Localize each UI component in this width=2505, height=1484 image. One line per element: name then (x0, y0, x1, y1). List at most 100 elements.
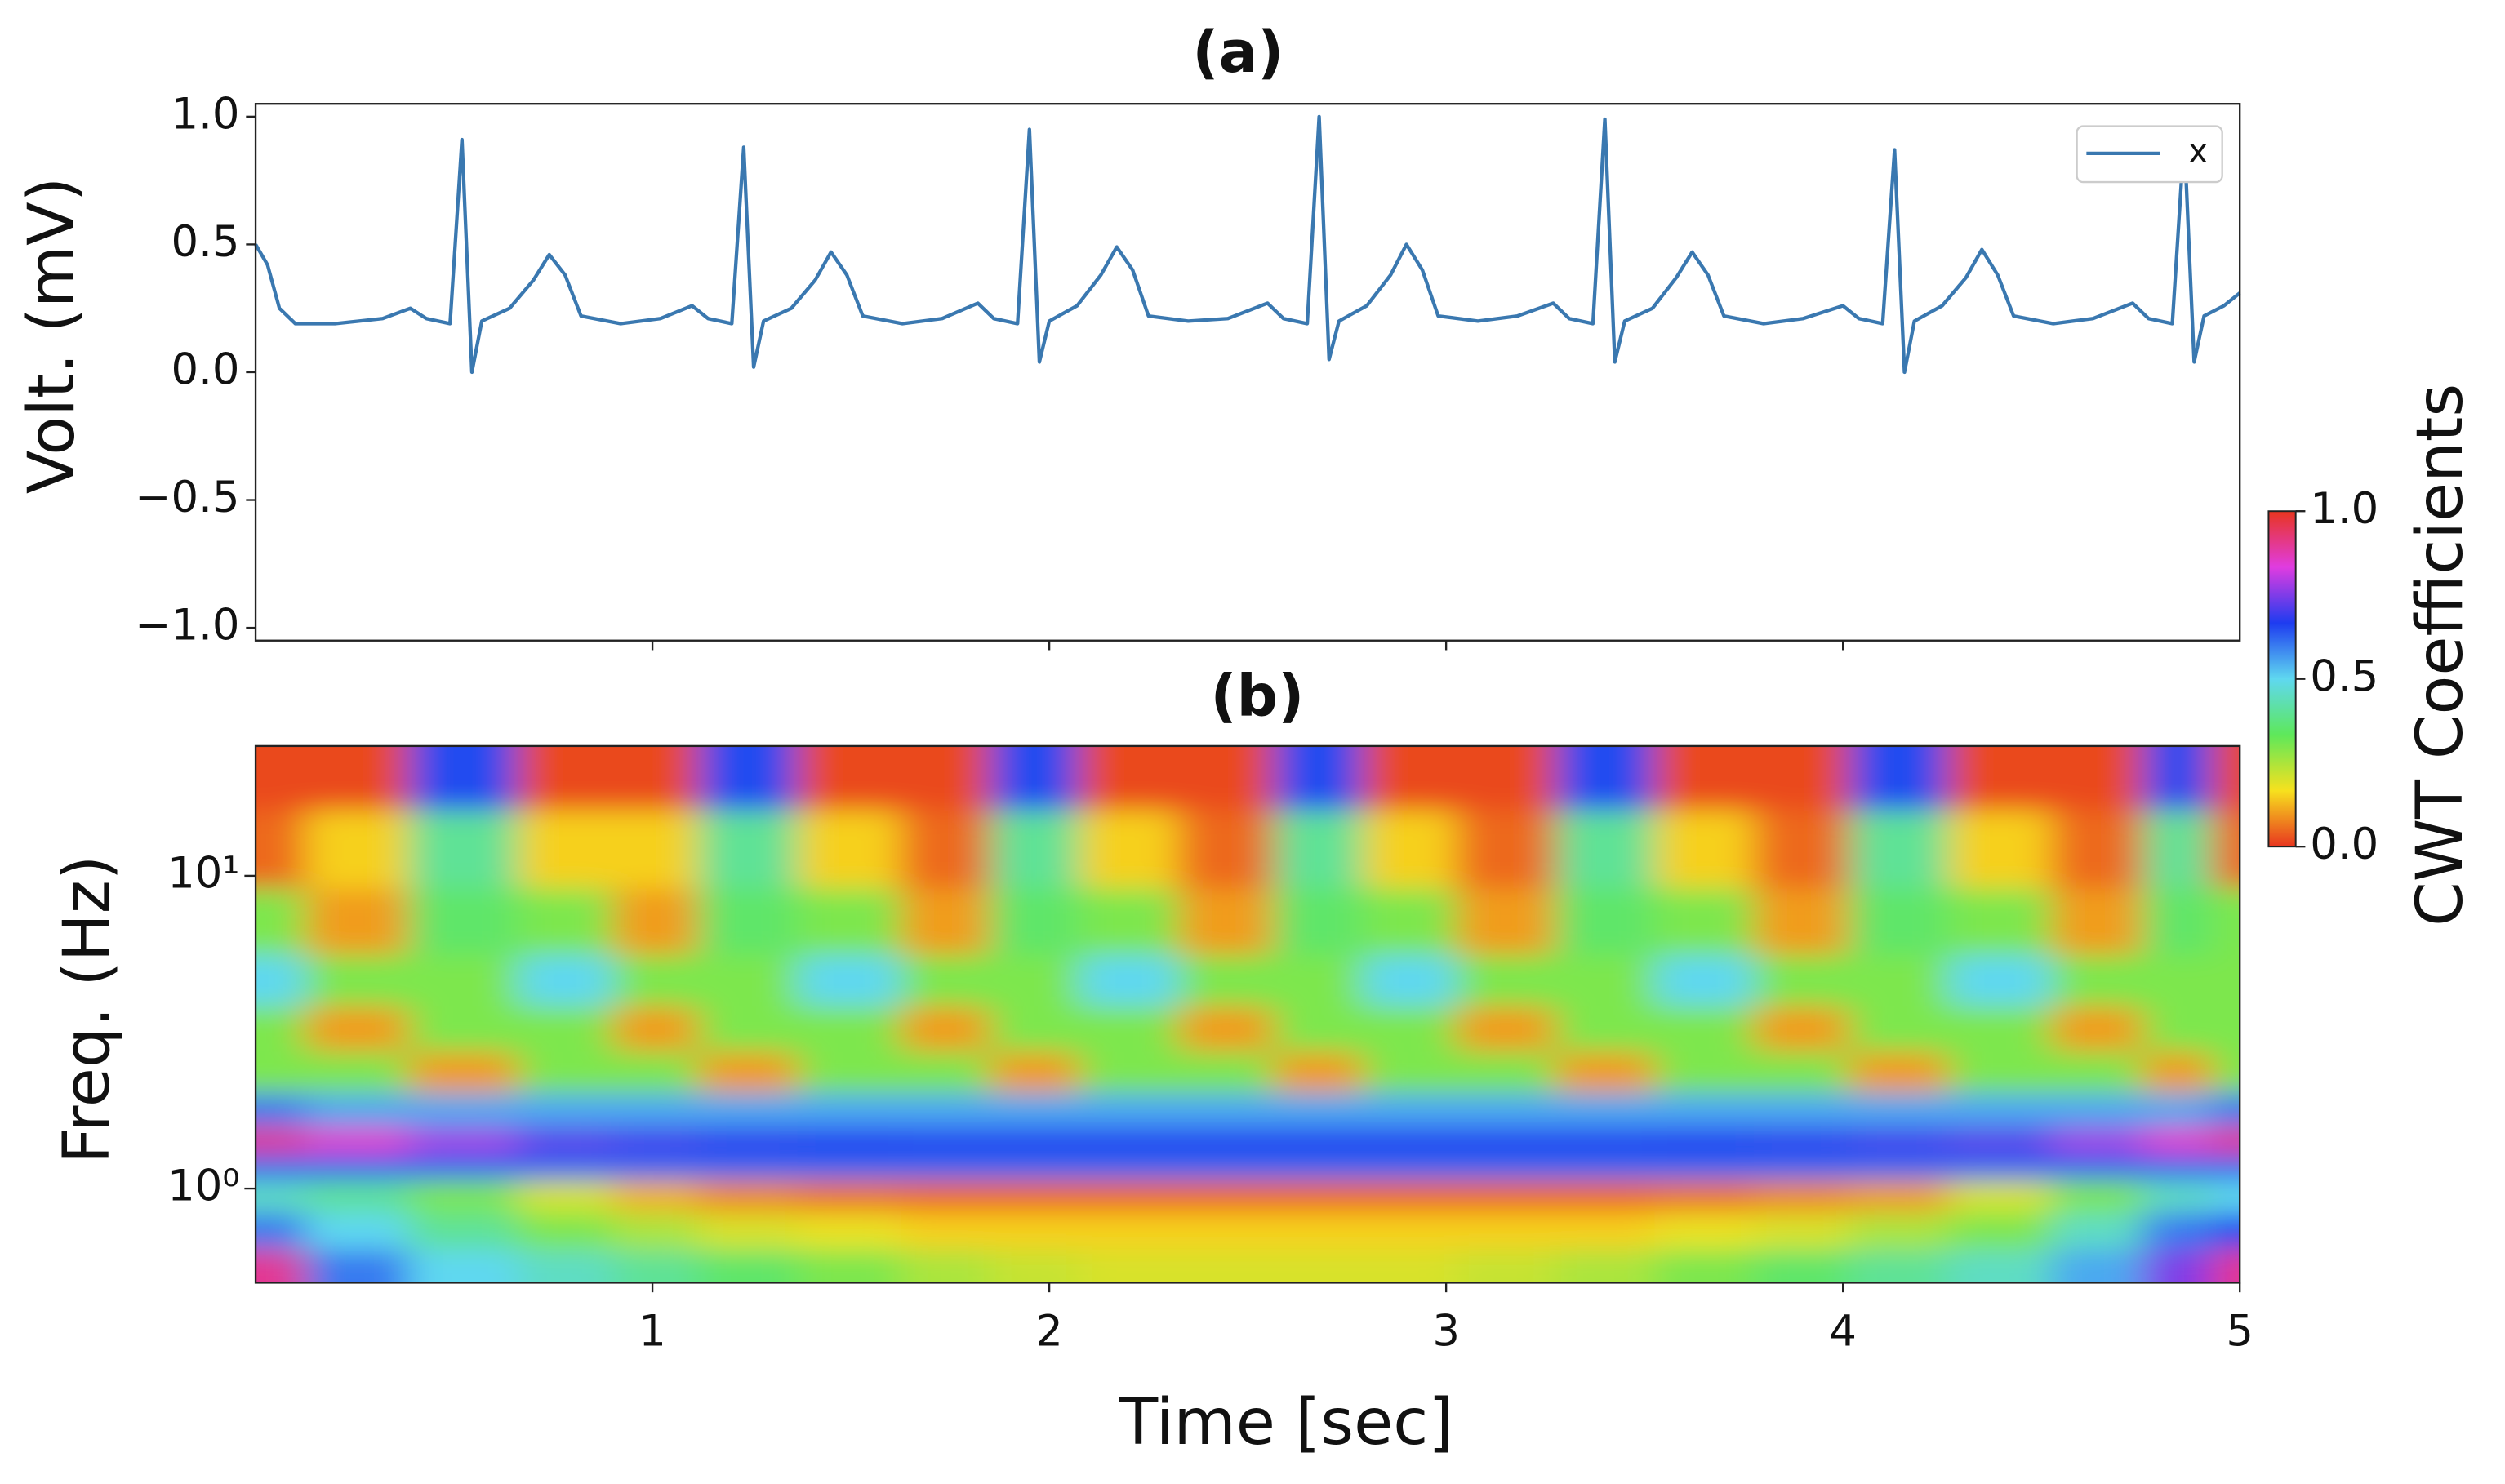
heat-cell (517, 887, 614, 955)
title-a: (a) (1192, 19, 1284, 86)
heat-cell (1753, 887, 1850, 955)
heat-cell (697, 1153, 799, 1181)
heat-cell (1753, 1126, 1850, 1154)
heat-cell (1273, 1211, 1364, 1250)
heat-cell (1456, 1005, 1556, 1052)
y-tick-label: 0.5 (171, 217, 239, 267)
heat-cell (1079, 810, 1180, 889)
heat-cell (697, 1091, 799, 1127)
colorbar-tick-label: 0.5 (2310, 651, 2378, 701)
heat-cell (612, 1153, 699, 1181)
heat-cell (1456, 745, 1556, 811)
heat-cell (1079, 1051, 1180, 1093)
heat-cell (697, 954, 799, 1006)
x-tick-label: 4 (1829, 1307, 1857, 1357)
heat-cell (1363, 1211, 1457, 1250)
heat-cell (1947, 954, 2053, 1006)
heat-cell (305, 1180, 410, 1213)
heat-cell (1849, 1153, 1949, 1181)
heat-cell (408, 1180, 518, 1213)
heat-cell (1654, 954, 1755, 1006)
heat-cell (1363, 1153, 1457, 1181)
heat-cell (900, 810, 991, 889)
heat-cell (408, 954, 518, 1006)
heat-cell (990, 810, 1080, 889)
heat-cell (612, 1051, 699, 1093)
heat-cell (2051, 887, 2144, 955)
heat-cell (612, 1211, 699, 1250)
heat-cell (256, 1091, 306, 1127)
heat-cell (2051, 1051, 2144, 1093)
y-tick-label: −0.5 (135, 473, 239, 522)
heat-cell (1178, 810, 1275, 889)
heat-cell (990, 1051, 1080, 1093)
heat-cell (256, 745, 306, 811)
heat-cell (1363, 1051, 1457, 1093)
heat-cell (797, 887, 901, 955)
heat-cell (1178, 1091, 1275, 1127)
heat-cell (1947, 1248, 2053, 1283)
heat-cell (2142, 1153, 2214, 1181)
heat-cell (1947, 887, 2053, 955)
heat-cell (612, 1180, 699, 1213)
heat-cell (1456, 810, 1556, 889)
heat-cell (2051, 1211, 2144, 1250)
heat-cell (408, 1091, 518, 1127)
heat-cell (1947, 745, 2053, 811)
heat-cell (1363, 745, 1457, 811)
heat-cell (1753, 1180, 1850, 1213)
heat-cell (2142, 887, 2214, 955)
heat-cell (612, 1091, 699, 1127)
heat-cell (697, 1126, 799, 1154)
heat-cell (2212, 810, 2240, 889)
heat-cell (1363, 1126, 1457, 1154)
heat-cell (1654, 887, 1755, 955)
heat-cell (797, 1211, 901, 1250)
heat-cell (697, 1248, 799, 1283)
heat-cell (1178, 1153, 1275, 1181)
heat-cell (1178, 1005, 1275, 1052)
heat-cell (1555, 1248, 1656, 1283)
heat-cell (1273, 887, 1364, 955)
heat-cell (797, 745, 901, 811)
heat-cell (1273, 1051, 1364, 1093)
heat-cell (1178, 1211, 1275, 1250)
heat-cell (256, 1211, 306, 1250)
heat-cell (1849, 887, 1949, 955)
heat-cell (256, 1051, 306, 1093)
heat-cell (408, 887, 518, 955)
heat-cell (408, 1051, 518, 1093)
y-tick-label: −1.0 (135, 601, 239, 651)
heat-cell (2142, 810, 2214, 889)
heat-cell (1079, 1005, 1180, 1052)
heat-cell (612, 887, 699, 955)
heat-cell (900, 887, 991, 955)
heat-cell (990, 1180, 1080, 1213)
heat-cell (2142, 1211, 2214, 1250)
heat-cell (1273, 745, 1364, 811)
heat-cell (900, 1248, 991, 1283)
heat-cell (1456, 1180, 1556, 1213)
heat-cell (1178, 887, 1275, 955)
heat-cell (990, 1248, 1080, 1283)
heat-cell (900, 745, 991, 811)
heat-cell (612, 1126, 699, 1154)
heat-cell (1456, 1126, 1556, 1154)
legend-label: x (2189, 133, 2208, 170)
heat-cell (1753, 1248, 1850, 1283)
heat-cell (517, 1005, 614, 1052)
heat-cell (990, 745, 1080, 811)
heat-cell (2142, 1248, 2214, 1283)
heat-cell (1654, 1126, 1755, 1154)
heat-cell (990, 1126, 1080, 1154)
heat-cell (2212, 1248, 2240, 1283)
heat-cell (2212, 1153, 2240, 1181)
heat-cell (900, 1211, 991, 1250)
heat-cell (305, 810, 410, 889)
colorbar-label: CWT Coefficients (2403, 384, 2477, 926)
heat-cell (1654, 1051, 1755, 1093)
heat-cell (517, 1180, 614, 1213)
heat-cell (1178, 1051, 1275, 1093)
heat-cell (2051, 954, 2144, 1006)
heat-cell (1947, 1153, 2053, 1181)
